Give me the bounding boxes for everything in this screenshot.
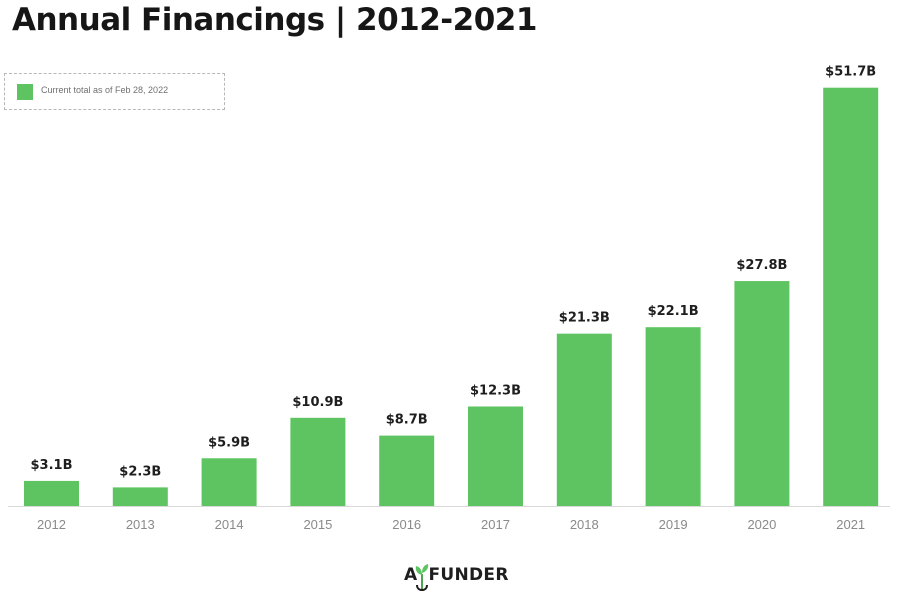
data-label-2021: $51.7B — [825, 65, 876, 80]
tick-label-2012: 2012 — [37, 517, 66, 532]
tick-label-2014: 2014 — [215, 517, 244, 532]
chart-title: Annual Financings | 2012-2021 — [12, 2, 537, 38]
data-label-2016: $8.7B — [386, 413, 428, 428]
bar-2020 — [734, 281, 790, 506]
legend: Current total as of Feb 28, 2022 — [4, 73, 225, 110]
tick-label-2017: 2017 — [481, 517, 510, 532]
logo-text-rest: FUNDER — [428, 565, 509, 585]
agfunder-logo: A FUNDER — [404, 561, 509, 593]
bar-2018 — [556, 333, 612, 506]
data-label-2013: $2.3B — [119, 464, 161, 479]
data-label-2015: $10.9B — [292, 395, 343, 410]
legend-swatch — [17, 84, 33, 100]
bar-2013 — [112, 487, 168, 506]
tick-label-2020: 2020 — [747, 517, 776, 532]
tick-label-2015: 2015 — [303, 517, 332, 532]
legend-label: Current total as of Feb 28, 2022 — [41, 85, 169, 95]
bar-2012 — [24, 480, 79, 506]
bar-2014 — [201, 458, 257, 506]
tick-label-2016: 2016 — [392, 517, 421, 532]
data-label-2019: $22.1B — [648, 304, 699, 319]
bar-2016 — [379, 435, 435, 506]
tick-label-2021: 2021 — [836, 517, 865, 532]
bar-2021 — [823, 87, 879, 506]
tick-label-2019: 2019 — [659, 517, 688, 532]
bar-2019 — [645, 327, 701, 506]
data-label-2018: $21.3B — [559, 311, 610, 326]
tick-label-2013: 2013 — [126, 517, 155, 532]
tick-label-2018: 2018 — [570, 517, 599, 532]
data-label-2014: $5.9B — [208, 435, 250, 450]
bar-2015 — [290, 417, 346, 506]
data-label-2012: $3.1B — [31, 458, 73, 473]
bar-2017 — [468, 406, 523, 506]
data-label-2020: $27.8B — [736, 258, 787, 273]
sprout-icon — [416, 564, 429, 592]
data-label-2017: $12.3B — [470, 383, 521, 398]
logo-text-a: A — [404, 565, 418, 585]
